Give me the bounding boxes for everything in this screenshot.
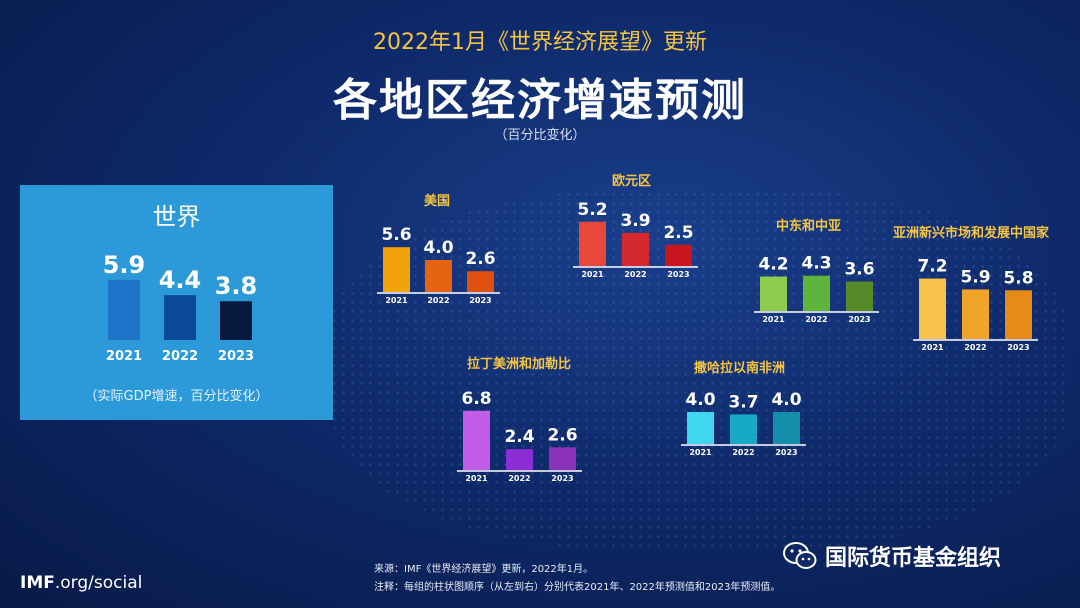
bar-world-2023 <box>220 301 252 340</box>
imf-domain: .org/social <box>54 573 143 593</box>
source-note: 来源：IMF《世界经济展望》更新，2022年1月。 <box>374 564 594 575</box>
bar-chart-ssa: 4.0 2021 3.7 2022 4.0 2023 <box>681 390 806 457</box>
world-map-dots <box>330 190 1070 550</box>
year-label-euro-2021: 2021 <box>581 270 604 279</box>
value-label-mecca-2022: 4.3 <box>801 254 831 274</box>
bar-latam-2022 <box>506 449 533 470</box>
wechat-account: 国际货币基金组织 <box>783 540 1001 572</box>
year-label-latam-2022: 2022 <box>508 474 530 483</box>
bar-ssa-2022 <box>730 414 757 444</box>
bar-us-2023 <box>467 271 494 292</box>
year-label-euro-2022: 2022 <box>624 270 646 279</box>
value-label-mecca-2021: 4.2 <box>758 255 788 275</box>
year-label-euro-2023: 2023 <box>667 270 689 279</box>
bar-us-2022 <box>425 260 452 292</box>
value-label-ssa-2021: 4.0 <box>685 390 715 410</box>
year-label-latam-2021: 2021 <box>465 474 488 483</box>
imf-brand: IMF <box>20 573 55 593</box>
unit-label: （百分比变化） <box>494 128 586 143</box>
year-label-mecca-2021: 2021 <box>762 315 785 324</box>
chart-title-euro: 欧元区 <box>612 174 652 189</box>
year-label-ssa-2022: 2022 <box>732 448 754 457</box>
year-label-us-2023: 2023 <box>469 296 491 305</box>
bar-us-2021 <box>383 247 410 292</box>
value-label-ssa-2023: 4.0 <box>771 390 801 410</box>
year-label-world-2022: 2022 <box>162 349 198 364</box>
value-label-world-2021: 5.9 <box>103 251 146 279</box>
bar-mecca-2023 <box>846 281 873 311</box>
year-label-latam-2023: 2023 <box>551 474 573 483</box>
value-label-latam-2021: 6.8 <box>461 389 491 409</box>
bar-asia-2022 <box>962 289 989 339</box>
value-label-asia-2023: 5.8 <box>1003 268 1033 288</box>
year-label-us-2021: 2021 <box>385 296 408 305</box>
world-panel-note: （实际GDP增速，百分比变化） <box>84 389 269 404</box>
year-label-asia-2021: 2021 <box>921 343 944 352</box>
bar-mecca-2022 <box>803 275 830 311</box>
bar-mecca-2021 <box>760 276 787 311</box>
bar-chart-euro: 5.2 2021 3.9 2022 2.5 2023 <box>573 200 698 279</box>
bar-chart-mecca: 4.2 2021 4.3 2022 3.6 2023 <box>754 254 879 324</box>
chart-title-us: 美国 <box>424 194 451 209</box>
wechat-account-name: 国际货币基金组织 <box>825 546 1002 571</box>
value-label-asia-2022: 5.9 <box>960 267 990 287</box>
value-label-world-2023: 3.8 <box>215 272 258 300</box>
value-label-asia-2021: 7.2 <box>917 257 947 277</box>
bar-euro-2022 <box>622 232 649 266</box>
page-title: 各地区经济增速预测 <box>333 75 747 126</box>
value-label-latam-2022: 2.4 <box>504 427 534 447</box>
value-label-euro-2022: 3.9 <box>620 211 650 231</box>
value-label-us-2021: 5.6 <box>381 225 411 245</box>
value-label-euro-2021: 5.2 <box>577 200 607 220</box>
value-label-mecca-2023: 3.6 <box>844 259 874 279</box>
year-label-world-2021: 2021 <box>106 349 142 364</box>
year-label-ssa-2023: 2023 <box>775 448 797 457</box>
bar-world-2022 <box>164 295 196 340</box>
world-panel-title: 世界 <box>152 203 201 231</box>
bar-chart-latam: 6.8 2021 2.4 2022 2.6 2023 <box>457 389 582 483</box>
bar-chart-world: 5.9 2021 4.4 2022 3.8 2023 <box>103 251 258 364</box>
year-label-world-2023: 2023 <box>218 349 254 364</box>
bar-world-2021 <box>108 279 140 340</box>
year-label-ssa-2021: 2021 <box>689 448 712 457</box>
chart-title-ssa: 撒哈拉以南非洲 <box>694 361 786 376</box>
bar-ssa-2023 <box>773 412 800 444</box>
year-label-mecca-2023: 2023 <box>848 315 870 324</box>
value-label-us-2022: 4.0 <box>423 238 453 258</box>
chart-title-asia: 亚洲新兴市场和发展中国家 <box>893 226 1050 241</box>
value-label-ssa-2022: 3.7 <box>728 392 758 412</box>
year-label-us-2022: 2022 <box>427 296 449 305</box>
value-label-world-2022: 4.4 <box>159 266 202 294</box>
wechat-icon <box>783 541 817 571</box>
year-label-mecca-2022: 2022 <box>805 315 827 324</box>
bar-euro-2021 <box>579 221 606 266</box>
value-label-euro-2023: 2.5 <box>663 223 693 243</box>
order-note: 注释：每组的柱状图顺序（从左到右）分别代表2021年、2022年预测值和2023… <box>374 582 781 593</box>
bar-asia-2023 <box>1005 290 1032 339</box>
value-label-latam-2023: 2.6 <box>547 425 577 445</box>
imf-social-link[interactable]: IMF.org/social <box>20 573 142 593</box>
bar-chart-us: 5.6 2021 4.0 2022 2.6 2023 <box>377 225 500 305</box>
value-label-us-2023: 2.6 <box>465 249 495 269</box>
chart-title-latam: 拉丁美洲和加勒比 <box>467 357 572 372</box>
bar-latam-2023 <box>549 447 576 470</box>
bar-euro-2023 <box>665 244 692 266</box>
bar-asia-2021 <box>919 278 946 339</box>
report-subtitle: 2022年1月《世界经济展望》更新 <box>373 30 707 55</box>
bar-latam-2021 <box>463 410 490 470</box>
chart-title-mecca: 中东和中亚 <box>776 219 842 234</box>
bar-chart-asia: 7.2 2021 5.9 2022 5.8 2023 <box>913 257 1038 352</box>
year-label-asia-2023: 2023 <box>1007 343 1029 352</box>
year-label-asia-2022: 2022 <box>964 343 986 352</box>
bar-ssa-2021 <box>687 412 714 444</box>
